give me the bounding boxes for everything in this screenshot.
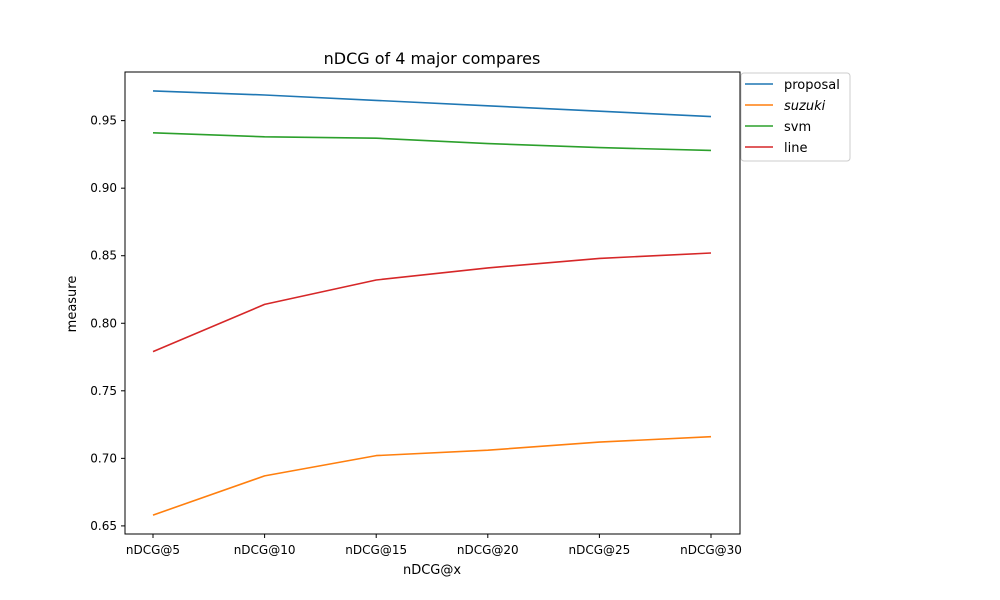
legend: proposal suzuki svm line — [740, 72, 851, 162]
x-tick-label: nDCG@5 — [126, 543, 180, 557]
x-tick-label: nDCG@30 — [680, 543, 742, 557]
series-line-proposal — [152, 90, 712, 118]
x-axis-label: nDCG@x — [403, 563, 461, 578]
legend-label-suzuki: suzuki — [784, 99, 826, 114]
y-tick-label: 0.75 — [90, 384, 117, 398]
series-line-svm — [152, 132, 712, 152]
y-tick-label: 0.85 — [90, 249, 117, 263]
y-tick-label: 0.95 — [90, 114, 117, 128]
series-line-suzuki — [152, 435, 712, 516]
y-tick-label: 0.90 — [90, 181, 117, 195]
y-tick-label: 0.65 — [90, 519, 117, 533]
x-tick-label: nDCG@15 — [345, 543, 407, 557]
legend-label-line: line — [784, 141, 807, 156]
plot-frame — [124, 71, 741, 535]
x-tick-label: nDCG@20 — [457, 543, 519, 557]
legend-box — [740, 72, 851, 162]
y-tick-label: 0.70 — [90, 451, 117, 465]
chart-title: nDCG of 4 major compares — [324, 49, 541, 68]
legend-label-proposal: proposal — [784, 78, 840, 93]
series-line-line — [152, 252, 712, 353]
x-tick-label: nDCG@25 — [569, 543, 631, 557]
legend-label-svm: svm — [784, 120, 811, 135]
x-tick-label: nDCG@10 — [234, 543, 296, 557]
plot-area: 0.65 0.70 0.75 0.80 0.85 0.90 0.95 nDCG@5 nDCG@1… — [90, 71, 742, 557]
y-axis-label: measure — [65, 276, 80, 333]
y-tick-label: 0.80 — [90, 316, 117, 330]
